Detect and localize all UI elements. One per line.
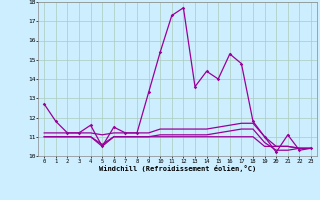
X-axis label: Windchill (Refroidissement éolien,°C): Windchill (Refroidissement éolien,°C) bbox=[99, 165, 256, 172]
